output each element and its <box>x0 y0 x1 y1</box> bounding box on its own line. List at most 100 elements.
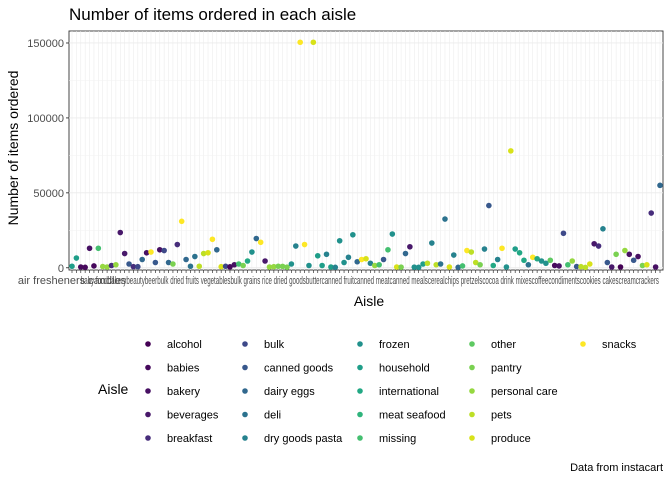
data-point <box>657 182 663 189</box>
data-point <box>644 261 650 268</box>
data-point <box>481 246 488 252</box>
data-point <box>126 261 132 267</box>
data-point <box>235 261 242 267</box>
data-point <box>591 240 597 247</box>
y-tick-label: 100000 <box>27 113 64 125</box>
data-point <box>613 251 619 258</box>
y-axis: 0 50000 100000 150000 <box>27 38 69 275</box>
legend-label: missing <box>379 433 416 445</box>
legend-label: meat seafood <box>379 410 446 422</box>
data-point <box>99 263 106 270</box>
data-point <box>336 237 343 244</box>
data-point <box>407 243 413 250</box>
legend-label: deli <box>264 410 281 422</box>
data-point <box>73 255 80 261</box>
data-point <box>608 264 615 270</box>
legend-label: babies <box>167 363 200 375</box>
data-point <box>472 259 479 266</box>
data-point <box>209 236 216 243</box>
legend-key <box>242 388 248 394</box>
legend-label: dairy eggs <box>264 386 315 398</box>
data-point <box>630 257 637 264</box>
data-point <box>249 249 255 255</box>
data-point <box>266 264 273 270</box>
data-point <box>415 264 422 271</box>
y-axis-title: Number of items ordered <box>5 71 21 226</box>
y-gridlines <box>69 42 663 269</box>
legend-key <box>242 435 248 441</box>
data-point <box>586 261 593 267</box>
data-point <box>143 249 150 256</box>
data-point <box>161 247 167 254</box>
data-point <box>113 261 119 268</box>
legend-key <box>145 341 151 347</box>
data-point <box>569 258 576 264</box>
data-point <box>464 247 470 254</box>
data-point <box>494 256 501 263</box>
data-point <box>323 251 330 258</box>
data-point <box>350 231 356 238</box>
data-point <box>165 259 172 266</box>
data-point <box>214 246 220 253</box>
chart-caption: Data from instacart <box>570 462 663 474</box>
legend-label: frozen <box>379 339 410 351</box>
data-point <box>95 245 102 252</box>
data-point <box>152 259 159 266</box>
legend: alcohol babies bakery beverages breakfast bul… <box>145 339 637 445</box>
data-points <box>69 39 663 271</box>
data-point <box>314 252 321 259</box>
x-axis-title: Aisle <box>354 293 385 309</box>
data-point <box>170 261 176 267</box>
x-tick-label: air fresheners candles <box>18 275 127 287</box>
data-point <box>253 235 260 242</box>
data-point <box>499 245 505 252</box>
data-point <box>363 255 369 262</box>
legend-key <box>242 411 248 418</box>
data-point <box>332 264 339 271</box>
data-point <box>196 263 203 270</box>
data-point <box>547 257 554 264</box>
data-point <box>402 250 409 257</box>
data-point <box>450 252 457 258</box>
data-point <box>560 230 567 237</box>
legend-label: snacks <box>602 339 637 351</box>
data-point <box>503 264 510 270</box>
data-point <box>310 39 317 46</box>
legend-label: beverages <box>167 410 219 422</box>
data-point <box>652 264 659 270</box>
legend-label: produce <box>491 433 531 445</box>
data-point <box>341 259 347 266</box>
data-point <box>635 253 641 260</box>
data-point <box>205 249 211 256</box>
legend-label: personal care <box>491 386 558 398</box>
data-point <box>292 243 299 249</box>
chart-title: Number of items ordered in each aisle <box>69 5 356 24</box>
data-point <box>130 263 137 270</box>
data-point <box>376 261 382 268</box>
data-point <box>297 39 303 46</box>
legend-label: canned goods <box>264 363 334 375</box>
data-point <box>284 264 290 270</box>
data-point <box>328 264 334 270</box>
legend-key <box>469 388 475 394</box>
data-point <box>200 250 207 257</box>
data-point <box>156 246 163 253</box>
data-point <box>301 241 308 248</box>
data-point <box>222 263 229 270</box>
legend-key <box>357 364 363 371</box>
data-point <box>82 264 88 271</box>
data-point <box>424 260 431 267</box>
data-point <box>279 263 286 270</box>
x-tick-label-strip: baby foodbakerybeautybeerbulk dried frui… <box>81 275 660 287</box>
data-point <box>429 240 435 246</box>
data-point <box>108 262 115 269</box>
data-point <box>367 260 374 267</box>
data-point <box>604 259 611 266</box>
legend-label: bakery <box>167 386 201 398</box>
data-point <box>442 216 448 222</box>
data-point <box>446 264 453 270</box>
data-point <box>393 264 400 270</box>
data-point <box>104 264 110 270</box>
data-point <box>626 251 633 258</box>
data-point <box>148 249 154 255</box>
